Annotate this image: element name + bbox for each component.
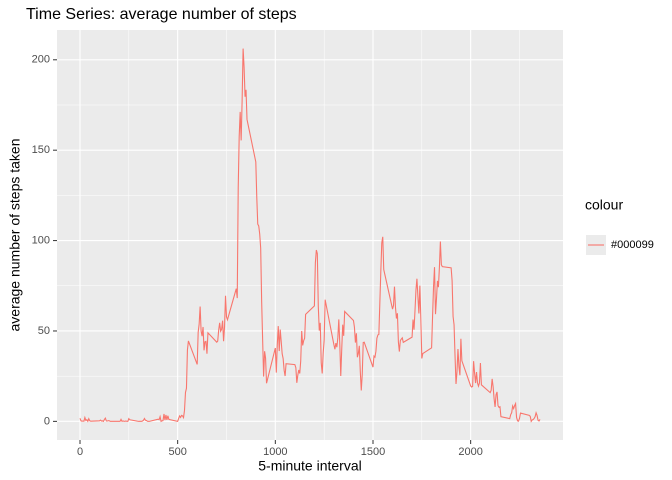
- y-tick-label: 0: [44, 415, 50, 427]
- x-tick-label: 500: [168, 446, 186, 458]
- x-tick-label: 2000: [458, 446, 482, 458]
- legend-label: #000099: [611, 239, 654, 251]
- y-axis-label: average number of steps taken: [7, 138, 23, 331]
- chart-title: Time Series: average number of steps: [26, 6, 297, 23]
- x-tick-label: 1000: [263, 446, 287, 458]
- x-tick-label: 0: [77, 446, 83, 458]
- data-line: [79, 48, 541, 423]
- y-tick-label: 150: [32, 144, 50, 156]
- y-tick-label: 50: [38, 325, 50, 337]
- x-axis-label: 5-minute interval: [258, 458, 362, 474]
- y-tick-label: 200: [32, 54, 50, 66]
- plot-panel: [57, 30, 563, 440]
- x-tick-label: 1500: [361, 446, 385, 458]
- legend-title: colour: [585, 197, 623, 213]
- y-tick-label: 100: [32, 234, 50, 246]
